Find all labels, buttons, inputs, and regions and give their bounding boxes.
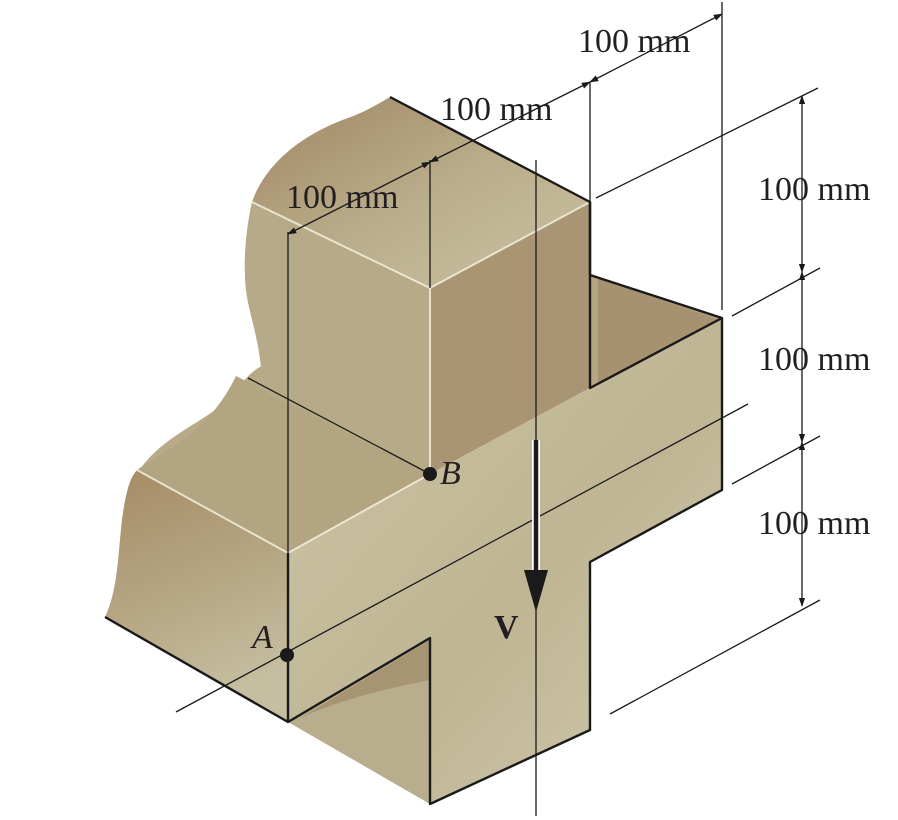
cross-section-face: [288, 318, 722, 804]
dim-right-offset: 100 mm: [440, 91, 552, 128]
dim-left-width: 100 mm: [286, 179, 398, 216]
lower-notch-shadow: [300, 640, 430, 718]
dim-height-lower: 100 mm: [758, 505, 870, 542]
left-flange-top: [137, 376, 430, 553]
point-a-label: A: [250, 619, 273, 656]
upper-web-left-face: [244, 202, 430, 474]
force-v-label: V: [494, 609, 519, 646]
point-b-marker: [423, 467, 437, 481]
dim-top-width: 100 mm: [578, 23, 690, 60]
left-flange-front: [105, 470, 288, 722]
upper-web-front-face: [430, 202, 590, 474]
solid-body: [104, 95, 724, 806]
dimension-arrows: [287, 13, 806, 607]
shear-force-arrow: [524, 440, 548, 612]
point-b-label: B: [440, 455, 461, 492]
labels: 100 mm 100 mm 100 mm 100 mm 100 mm 100 m…: [250, 23, 870, 656]
dim-height-upper: 100 mm: [758, 171, 870, 208]
point-a-marker: [280, 648, 294, 662]
dim-height-middle: 100 mm: [758, 341, 870, 378]
right-flange-notch: [598, 278, 720, 388]
